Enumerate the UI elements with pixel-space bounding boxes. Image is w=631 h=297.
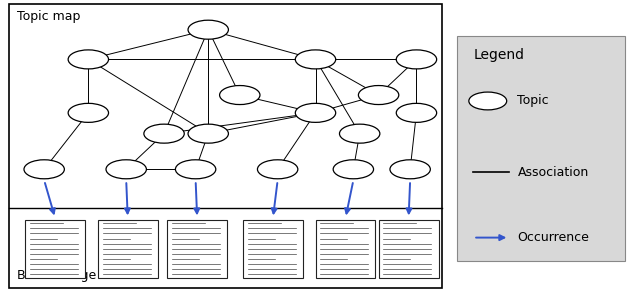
Circle shape (68, 103, 109, 122)
Bar (457, 36, 625, 261)
Circle shape (339, 124, 380, 143)
Circle shape (175, 160, 216, 179)
Circle shape (390, 160, 430, 179)
Circle shape (396, 103, 437, 122)
Circle shape (295, 50, 336, 69)
Text: Topic: Topic (517, 94, 549, 108)
Circle shape (358, 86, 399, 105)
Text: Topic map: Topic map (17, 10, 80, 23)
Bar (316, 220, 375, 278)
Circle shape (144, 124, 184, 143)
Text: Occurrence: Occurrence (517, 231, 589, 244)
Bar (9, 4, 442, 288)
Circle shape (106, 160, 146, 179)
Bar (167, 220, 227, 278)
Bar (98, 220, 158, 278)
Circle shape (333, 160, 374, 179)
Bar (25, 220, 85, 278)
Bar (243, 220, 303, 278)
Bar (379, 220, 439, 278)
Circle shape (24, 160, 64, 179)
Circle shape (257, 160, 298, 179)
Text: Legend: Legend (473, 48, 524, 61)
Circle shape (188, 124, 228, 143)
Text: Blob storage: Blob storage (17, 269, 97, 282)
Circle shape (396, 50, 437, 69)
Circle shape (188, 20, 228, 39)
Circle shape (220, 86, 260, 105)
Circle shape (469, 92, 507, 110)
Circle shape (295, 103, 336, 122)
Circle shape (68, 50, 109, 69)
Text: Association: Association (517, 166, 589, 179)
